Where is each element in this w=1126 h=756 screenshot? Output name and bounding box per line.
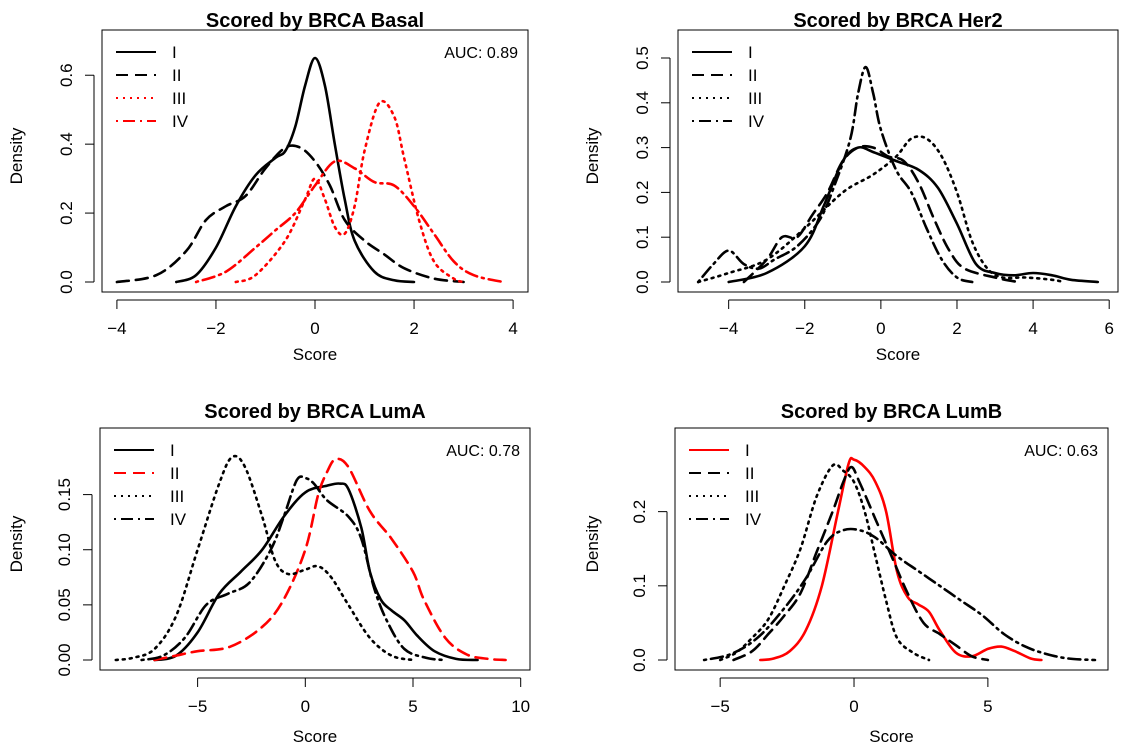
legend-label: IV — [748, 112, 765, 131]
y-axis-label: Density — [7, 127, 26, 184]
series-line-IV — [194, 159, 505, 284]
auc-annotation: AUC: 0.78 — [446, 443, 520, 460]
series-line-III — [234, 99, 465, 284]
x-axis-label: Score — [876, 345, 920, 364]
y-tick-label: 0.5 — [633, 46, 652, 70]
legend-label: III — [748, 89, 762, 108]
series-line-I — [727, 145, 1100, 284]
series-line-IV — [696, 65, 974, 284]
x-tick-label: 5 — [408, 697, 417, 716]
series-line-II — [115, 144, 465, 284]
y-axis-label: Density — [7, 515, 26, 572]
x-tick-label: 0 — [310, 319, 319, 338]
series-line-II — [742, 144, 1020, 284]
x-tick-label: 2 — [952, 319, 961, 338]
x-tick-label: 2 — [409, 319, 418, 338]
y-tick-label: 0.4 — [57, 132, 76, 156]
y-tick-label: 0.4 — [633, 91, 652, 115]
auc-annotation: AUC: 0.63 — [1024, 443, 1098, 460]
y-tick-label: 0.1 — [630, 574, 649, 598]
x-axis-label: Score — [293, 727, 337, 746]
x-tick-label: 6 — [1104, 319, 1113, 338]
series-line-IV — [140, 475, 445, 662]
legend-label: III — [170, 487, 184, 506]
plot-frame — [674, 427, 1109, 671]
x-tick-label: −5 — [188, 697, 207, 716]
panel-2: Scored by BRCA Her2 −4 −2 0 2 4 6 Score 0.0 0.1 0.… — [583, 10, 1119, 364]
y-tick-label: 0.2 — [633, 181, 652, 205]
x-axis-label: Score — [293, 345, 337, 364]
y-tick-label: 0.2 — [630, 500, 649, 524]
x-tick-label: −5 — [710, 697, 729, 716]
x-tick-label: 5 — [983, 697, 992, 716]
plot-frame — [101, 29, 529, 293]
y-tick-label: 0.05 — [55, 588, 74, 621]
panel-3: Scored by BRCA LumA −5 0 5 10 Score 0.00 0.05 0.… — [7, 401, 531, 746]
series-line-III — [718, 462, 931, 662]
plot-frame — [99, 427, 531, 671]
chart-title: Scored by BRCA LumA — [204, 401, 426, 423]
y-axis-label: Density — [583, 515, 602, 572]
legend-label: I — [172, 43, 177, 62]
legend-label: I — [745, 441, 750, 460]
series-line-I — [153, 482, 479, 662]
legend-label: I — [170, 441, 175, 460]
legend-label: I — [748, 43, 753, 62]
x-tick-label: 4 — [1028, 319, 1037, 338]
series-line-II — [732, 465, 990, 662]
legend-label: III — [745, 487, 759, 506]
series-line-IV — [702, 527, 1097, 662]
legend-label: IV — [172, 112, 189, 131]
x-tick-label: −4 — [107, 319, 126, 338]
x-tick-label: −4 — [719, 319, 738, 338]
x-tick-label: 0 — [876, 319, 885, 338]
y-tick-label: 0.1 — [633, 225, 652, 249]
y-tick-label: 0.15 — [55, 478, 74, 511]
x-tick-label: 0 — [849, 697, 858, 716]
y-tick-label: 0.0 — [633, 270, 652, 294]
auc-annotation: AUC: 0.89 — [444, 45, 518, 62]
x-tick-label: −2 — [795, 319, 814, 338]
chart-title: Scored by BRCA Basal — [206, 10, 424, 32]
x-tick-label: 10 — [511, 697, 530, 716]
y-tick-label: 0.0 — [57, 270, 76, 294]
legend-label: II — [172, 66, 181, 85]
y-tick-label: 0.2 — [57, 201, 76, 225]
plot-frame — [677, 29, 1119, 293]
y-tick-label: 0.10 — [55, 533, 74, 566]
x-axis-label: Score — [869, 727, 913, 746]
series-line-III — [696, 135, 1065, 284]
legend-label: III — [172, 89, 186, 108]
y-tick-label: 0.6 — [57, 63, 76, 87]
chart-title: Scored by BRCA Her2 — [793, 10, 1002, 32]
y-tick-label: 0.0 — [630, 648, 649, 672]
y-tick-label: 0.3 — [633, 136, 652, 160]
y-axis-label: Density — [583, 127, 602, 184]
series-line-III — [114, 454, 415, 662]
y-tick-label: 0.00 — [55, 643, 74, 676]
legend-label: IV — [170, 510, 187, 529]
legend-label: II — [748, 66, 757, 85]
panel-1: Scored by BRCA Basal −4 −2 0 2 4 Score 0.0 0.2 0.… — [7, 10, 529, 364]
legend-label: II — [745, 464, 754, 483]
x-tick-label: −2 — [206, 319, 225, 338]
chart-title: Scored by BRCA LumB — [781, 401, 1003, 423]
series-line-I — [175, 56, 416, 284]
legend-label: IV — [745, 510, 762, 529]
x-tick-label: 0 — [301, 697, 310, 716]
x-tick-label: 4 — [508, 319, 517, 338]
legend-label: II — [170, 464, 179, 483]
series-line-II — [153, 457, 507, 662]
panel-4: Scored by BRCA LumB −5 0 5 Score 0.0 0.1 0.2 Den… — [583, 401, 1109, 746]
